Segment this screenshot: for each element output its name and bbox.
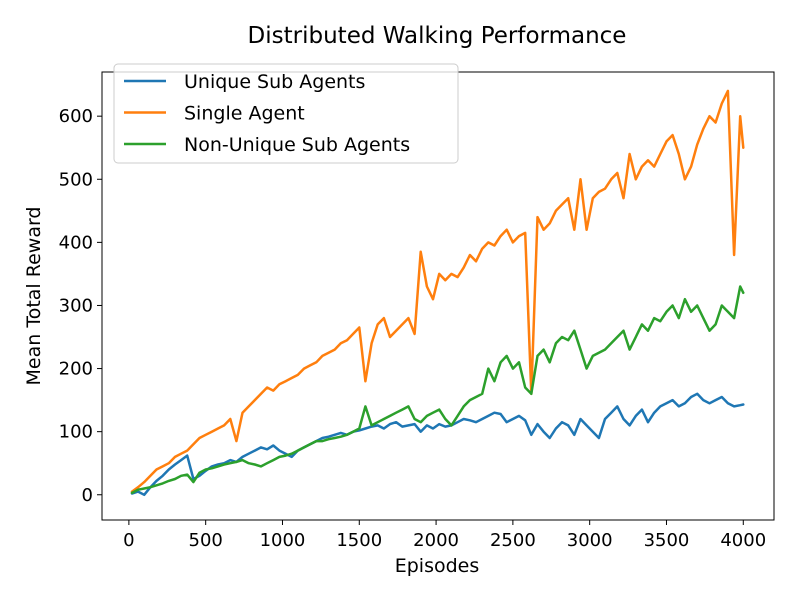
- y-tick-label-4: 400: [59, 232, 93, 253]
- x-tick-label-4: 2000: [413, 530, 459, 551]
- y-tick-label-1: 100: [59, 422, 93, 443]
- legend-label-2: Single Agent: [184, 103, 305, 125]
- series-layer: [130, 89, 745, 497]
- x-tick-label-1: 500: [189, 530, 223, 551]
- chart-title: Distributed Walking Performance: [248, 23, 627, 49]
- legend-label-1: Unique Sub Agents: [184, 71, 365, 93]
- y-tick-label-6: 600: [59, 106, 93, 127]
- y-tick-label-3: 300: [59, 295, 93, 316]
- y-tick-label-2: 200: [59, 359, 93, 380]
- legend-frame: [113, 63, 459, 164]
- y-tick-label-5: 500: [59, 169, 93, 190]
- x-tick-label-6: 3000: [567, 530, 613, 551]
- series-line-2: [130, 89, 745, 493]
- x-tick-label-0: 0: [123, 530, 134, 551]
- x-tick-label-8: 4000: [720, 530, 766, 551]
- x-axis: 0 500 1000 1500 2000 2500 3000 3500 4000: [123, 520, 766, 551]
- x-tick-label-5: 2500: [490, 530, 536, 551]
- series-line-3: [130, 285, 745, 495]
- legend: Unique Sub Agents Single Agent Non-Unique …: [113, 63, 459, 164]
- y-axis: 0 100 200 300 400 500 600: [59, 106, 102, 506]
- y-tick-label-0: 0: [82, 485, 93, 506]
- x-tick-label-7: 3500: [644, 530, 690, 551]
- y-axis-label: Mean Total Reward: [23, 207, 45, 386]
- legend-label-3: Non-Unique Sub Agents: [184, 134, 410, 156]
- x-tick-label-2: 1000: [260, 530, 306, 551]
- x-axis-label: Episodes: [395, 555, 480, 577]
- x-tick-label-3: 1500: [336, 530, 382, 551]
